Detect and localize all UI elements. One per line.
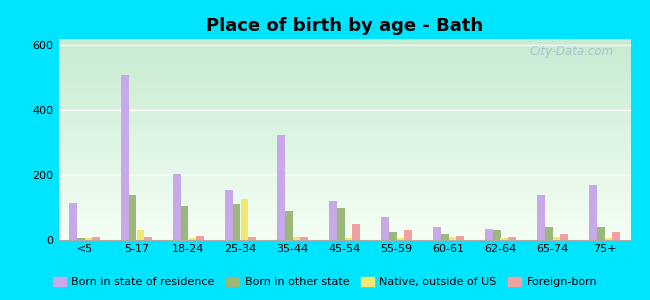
- Bar: [433, 227, 441, 240]
- Bar: [84, 238, 92, 240]
- Bar: [456, 236, 464, 240]
- Bar: [277, 135, 285, 240]
- Bar: [597, 227, 604, 240]
- Legend: Born in state of residence, Born in other state, Native, outside of US, Foreign-: Born in state of residence, Born in othe…: [48, 272, 602, 291]
- Bar: [604, 238, 612, 240]
- Bar: [344, 238, 352, 240]
- Bar: [240, 200, 248, 240]
- Bar: [225, 190, 233, 240]
- Bar: [188, 238, 196, 240]
- Bar: [500, 238, 508, 240]
- Bar: [381, 217, 389, 240]
- Bar: [612, 232, 620, 240]
- Bar: [545, 227, 552, 240]
- Bar: [537, 195, 545, 240]
- Bar: [396, 238, 404, 240]
- Bar: [552, 237, 560, 240]
- Bar: [77, 238, 85, 240]
- Bar: [69, 203, 77, 240]
- Title: Place of birth by age - Bath: Place of birth by age - Bath: [206, 17, 483, 35]
- Bar: [136, 230, 144, 240]
- Bar: [441, 234, 448, 240]
- Bar: [129, 195, 136, 240]
- Bar: [196, 236, 204, 240]
- Bar: [92, 237, 100, 240]
- Bar: [508, 237, 516, 240]
- Bar: [144, 237, 152, 240]
- Bar: [248, 237, 256, 240]
- Bar: [300, 237, 308, 240]
- Bar: [448, 237, 456, 240]
- Text: City-Data.com: City-Data.com: [529, 45, 614, 58]
- Bar: [560, 234, 568, 240]
- Bar: [121, 75, 129, 240]
- Bar: [285, 211, 292, 240]
- Bar: [485, 229, 493, 240]
- Bar: [233, 204, 240, 240]
- Bar: [292, 237, 300, 240]
- Bar: [493, 230, 500, 240]
- Bar: [329, 201, 337, 240]
- Bar: [404, 230, 412, 240]
- Bar: [589, 185, 597, 240]
- Bar: [337, 208, 344, 240]
- Bar: [181, 206, 188, 240]
- Bar: [389, 232, 396, 240]
- Bar: [173, 173, 181, 240]
- Bar: [352, 224, 360, 240]
